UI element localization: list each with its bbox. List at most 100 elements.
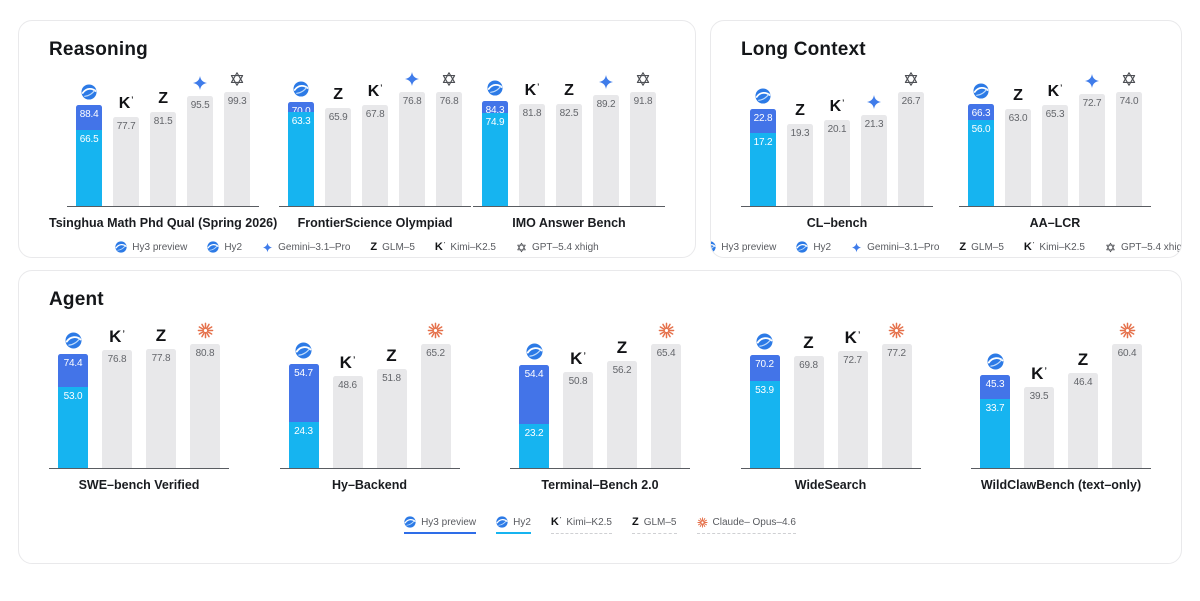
legend-item-glm: Z GLM–5 (631, 516, 677, 534)
chart-plot-area: 70.063.3 Z 65.9 Kʼ 67.8 76.8 76.8 (279, 67, 472, 207)
bar-slot: 45.3 33.7 (980, 353, 1010, 468)
legend-item-kimi: Kʼ Kimi–K2.5 (550, 516, 612, 534)
bar-value: 20.1 (827, 124, 847, 135)
glm-z-icon: Z (1013, 87, 1023, 104)
bar-slot: 72.7 (1079, 73, 1105, 206)
bar-slot: 70.2 53.9 (749, 333, 780, 468)
bar-value: 82.5 (559, 108, 579, 119)
bar-slot: 65.2 (420, 322, 451, 468)
kimi-k-icon: Kʼ (118, 95, 134, 112)
bar-value-hy3: 70.0 (288, 106, 314, 117)
bar-gemini: 76.8 (399, 92, 426, 206)
bar-slot: Kʼ 65.3 (1042, 84, 1068, 206)
bar-slot: Z 69.8 (793, 334, 824, 468)
bar-gemini: 89.2 (592, 95, 619, 206)
claude-asterisk-icon (888, 322, 905, 339)
legend-item-hy3: Hy3 preview (404, 516, 477, 534)
bar-gemini: 95.5 (187, 96, 214, 206)
benchmark-chart: 88.4 66.5 Kʼ 77.7 Z 81.5 95.5 99.3 Tsinghua Math… (49, 67, 277, 230)
hy-logo-icon (207, 241, 219, 253)
legend-label: GLM–5 (971, 242, 1004, 253)
charts-row: 74.4 53.0 Kʼ 76.8 Z 77.8 80.8 SWE–bench Verifie… (35, 317, 1165, 492)
legend-label: Kimi–K2.5 (450, 242, 496, 253)
chart-name: FrontierScience Olympiad (297, 216, 453, 230)
kimi-k-icon: Kʼ (109, 327, 125, 346)
bar-value: 65.9 (328, 112, 348, 123)
bar-slot: 66.3 56.0 (968, 83, 994, 206)
bar-hy3: 70.063.3 (288, 102, 315, 206)
legend-item-gpt: GPT–5.4 xhigh (1105, 241, 1181, 257)
bar-glm: 19.3 (787, 124, 813, 206)
bar-hy2-fill: 53.9 (749, 381, 780, 468)
bar-value-hy2: 17.2 (753, 137, 773, 148)
bar-slot: Z 81.5 (150, 91, 177, 206)
bar-slot: 89.2 (592, 74, 619, 206)
glm-z-icon: Z (370, 241, 378, 253)
bar-gpt: 99.3 (224, 92, 251, 206)
bar-value-hy3: 22.8 (753, 113, 773, 124)
bar-value: 21.3 (864, 119, 884, 130)
chart-plot-area: 45.3 33.7 Kʼ 39.5 Z 46.4 60.4 (971, 317, 1151, 469)
claude-asterisk-icon (696, 517, 708, 528)
chart-plot-area: 84.3 74.9 Kʼ 81.8 Z 82.5 89.2 91.8 (472, 67, 665, 207)
gpt-flower-icon (1121, 71, 1137, 87)
bar-glm: 81.5 (150, 112, 177, 206)
bar-glm: 69.8 (793, 356, 824, 468)
benchmark-chart: 66.3 56.0 Z 63.0 Kʼ 65.3 72.7 74.0 AA–LCR (959, 67, 1151, 230)
bar-hy2-fill: 33.7 (980, 399, 1010, 468)
chart-name: SWE–bench Verified (78, 478, 200, 492)
gemini-sparkle-icon (262, 242, 273, 253)
glm-z-icon: Z (959, 241, 967, 253)
bar-value: 65.3 (1045, 109, 1065, 120)
bar-kimi: 65.3 (1042, 105, 1068, 206)
legend-item-hy2: Hy2 (796, 241, 831, 257)
legend-item-hy2: Hy2 (207, 241, 242, 257)
legend-label: GLM–5 (382, 242, 415, 253)
bar-kimi: 48.6 (332, 376, 363, 468)
bar-value: 65.4 (656, 348, 676, 359)
legend-label: Gemini–3.1–Pro (867, 242, 940, 253)
hy-logo-icon (404, 516, 416, 528)
bar-value: 51.8 (382, 373, 401, 384)
bar-claude: 80.8 (190, 344, 220, 468)
legend: Hy3 preview Hy2 Gemini–3.1–Pro Z GLM–5 Kʼ Kimi… (711, 241, 1181, 257)
bar-glm: 82.5 (555, 104, 582, 206)
bottom-row: Agent 74.4 53.0 Kʼ 76.8 Z 77.8 80.8 SWE–bench Ve… (18, 270, 1182, 564)
benchmark-chart: 54.4 23.2 Kʼ 50.8 Z 56.2 65.4 Terminal–Bench 2.… (510, 317, 690, 492)
hy-logo-icon (755, 88, 771, 104)
bar-value: 69.8 (799, 360, 818, 371)
bar-gemini: 72.7 (1079, 94, 1105, 206)
bar-hy3: 22.8 17.2 (750, 109, 776, 206)
legend-item-glm: Z GLM–5 (370, 241, 415, 257)
bar-value-hy2: 56.0 (971, 124, 991, 135)
claude-asterisk-icon (658, 322, 675, 339)
bar-gemini: 21.3 (861, 115, 887, 206)
bar-slot: Z 77.8 (146, 327, 176, 468)
bar-value-hy2: 74.9 (485, 117, 505, 128)
bar-slot: 22.8 17.2 (750, 88, 776, 206)
bar-slot: 74.0 (1116, 71, 1142, 206)
bar-slot: 74.4 53.0 (58, 332, 88, 468)
bar-slot: Z 82.5 (555, 83, 582, 206)
bar-value: 80.8 (195, 348, 215, 359)
hy-logo-icon (295, 342, 312, 359)
bar-hy2-fill: 24.3 (288, 422, 319, 468)
chart-name: AA–LCR (1029, 216, 1081, 230)
kimi-k-icon: Kʼ (550, 516, 562, 528)
bar-glm: 46.4 (1068, 373, 1098, 468)
bar-value-hy3: 54.7 (294, 368, 313, 379)
panel-long-context: Long Context 22.8 17.2 Z 19.3 Kʼ 20.1 21.3 26.7 C… (710, 20, 1182, 258)
bar-value: 39.5 (1029, 391, 1049, 402)
gemini-sparkle-icon (404, 71, 420, 87)
chart-name: IMO Answer Bench (512, 216, 626, 230)
benchmark-chart: 54.7 24.3 Kʼ 48.6 Z 51.8 65.2 Hy–Backend (279, 317, 460, 492)
kimi-k-icon: Kʼ (1047, 83, 1063, 100)
bar-slot: Kʼ 50.8 (563, 350, 593, 468)
bar-value: 63.0 (1008, 113, 1028, 124)
legend-label: Hy3 preview (132, 241, 188, 253)
glm-z-icon: Z (333, 86, 344, 103)
bar-claude: 65.2 (420, 344, 451, 468)
bar-slot: 95.5 (187, 75, 214, 206)
bar-value: 77.8 (151, 353, 171, 364)
bar-value-hy2: 33.7 (985, 403, 1005, 414)
